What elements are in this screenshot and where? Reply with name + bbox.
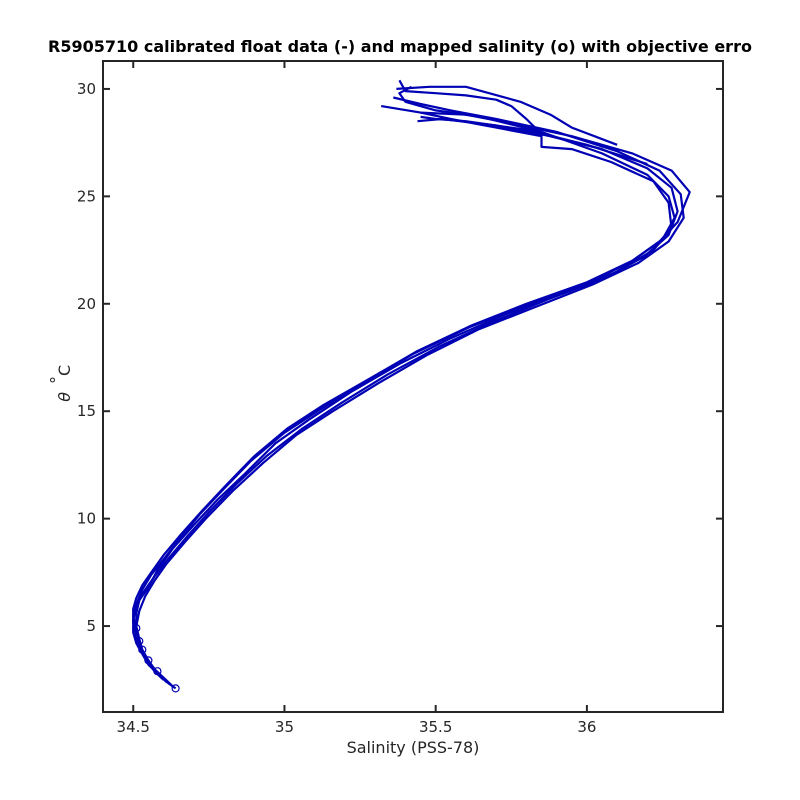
axis-ticks: 34.5 35 35.5 36 5 10 15 20 25 30 [77,61,723,736]
mapped-salinity-point [135,636,144,646]
x-tick-label: 34.5 [117,718,150,736]
x-tick-label: 35.5 [419,718,452,736]
y-tick-label: 15 [77,402,96,420]
y-tick-label: 30 [77,80,96,98]
profile-line-4 [135,111,673,681]
y-axis-label-theta: θ [55,392,74,402]
mapped-salinity-point [132,624,141,633]
y-axis-label-unit: C [55,365,74,376]
mapped-salinity-point [138,645,147,654]
x-tick-label: 35 [275,718,294,736]
y-tick-label: 5 [86,617,96,635]
y-tick-label: 25 [77,187,96,205]
y-axis-label-degree: ° [47,376,66,384]
profile-line-8 [420,115,648,166]
mapped-salinity-point [171,684,180,693]
x-tick-label: 36 [577,718,596,736]
plot-area [132,79,691,693]
y-tick-label: 20 [77,295,96,313]
y-tick-label: 10 [77,510,96,528]
mapped-salinity-point [153,667,162,676]
profile-line-6 [398,79,603,151]
mapped-salinity-point [144,656,153,665]
chart-title: R5905710 calibrated float data (-) and m… [48,37,752,56]
y-axis-label: θ ° C [47,365,74,402]
x-axis-label: Salinity (PSS-78) [347,738,480,757]
profile-line-7 [396,85,618,146]
axes-frame [102,60,724,713]
